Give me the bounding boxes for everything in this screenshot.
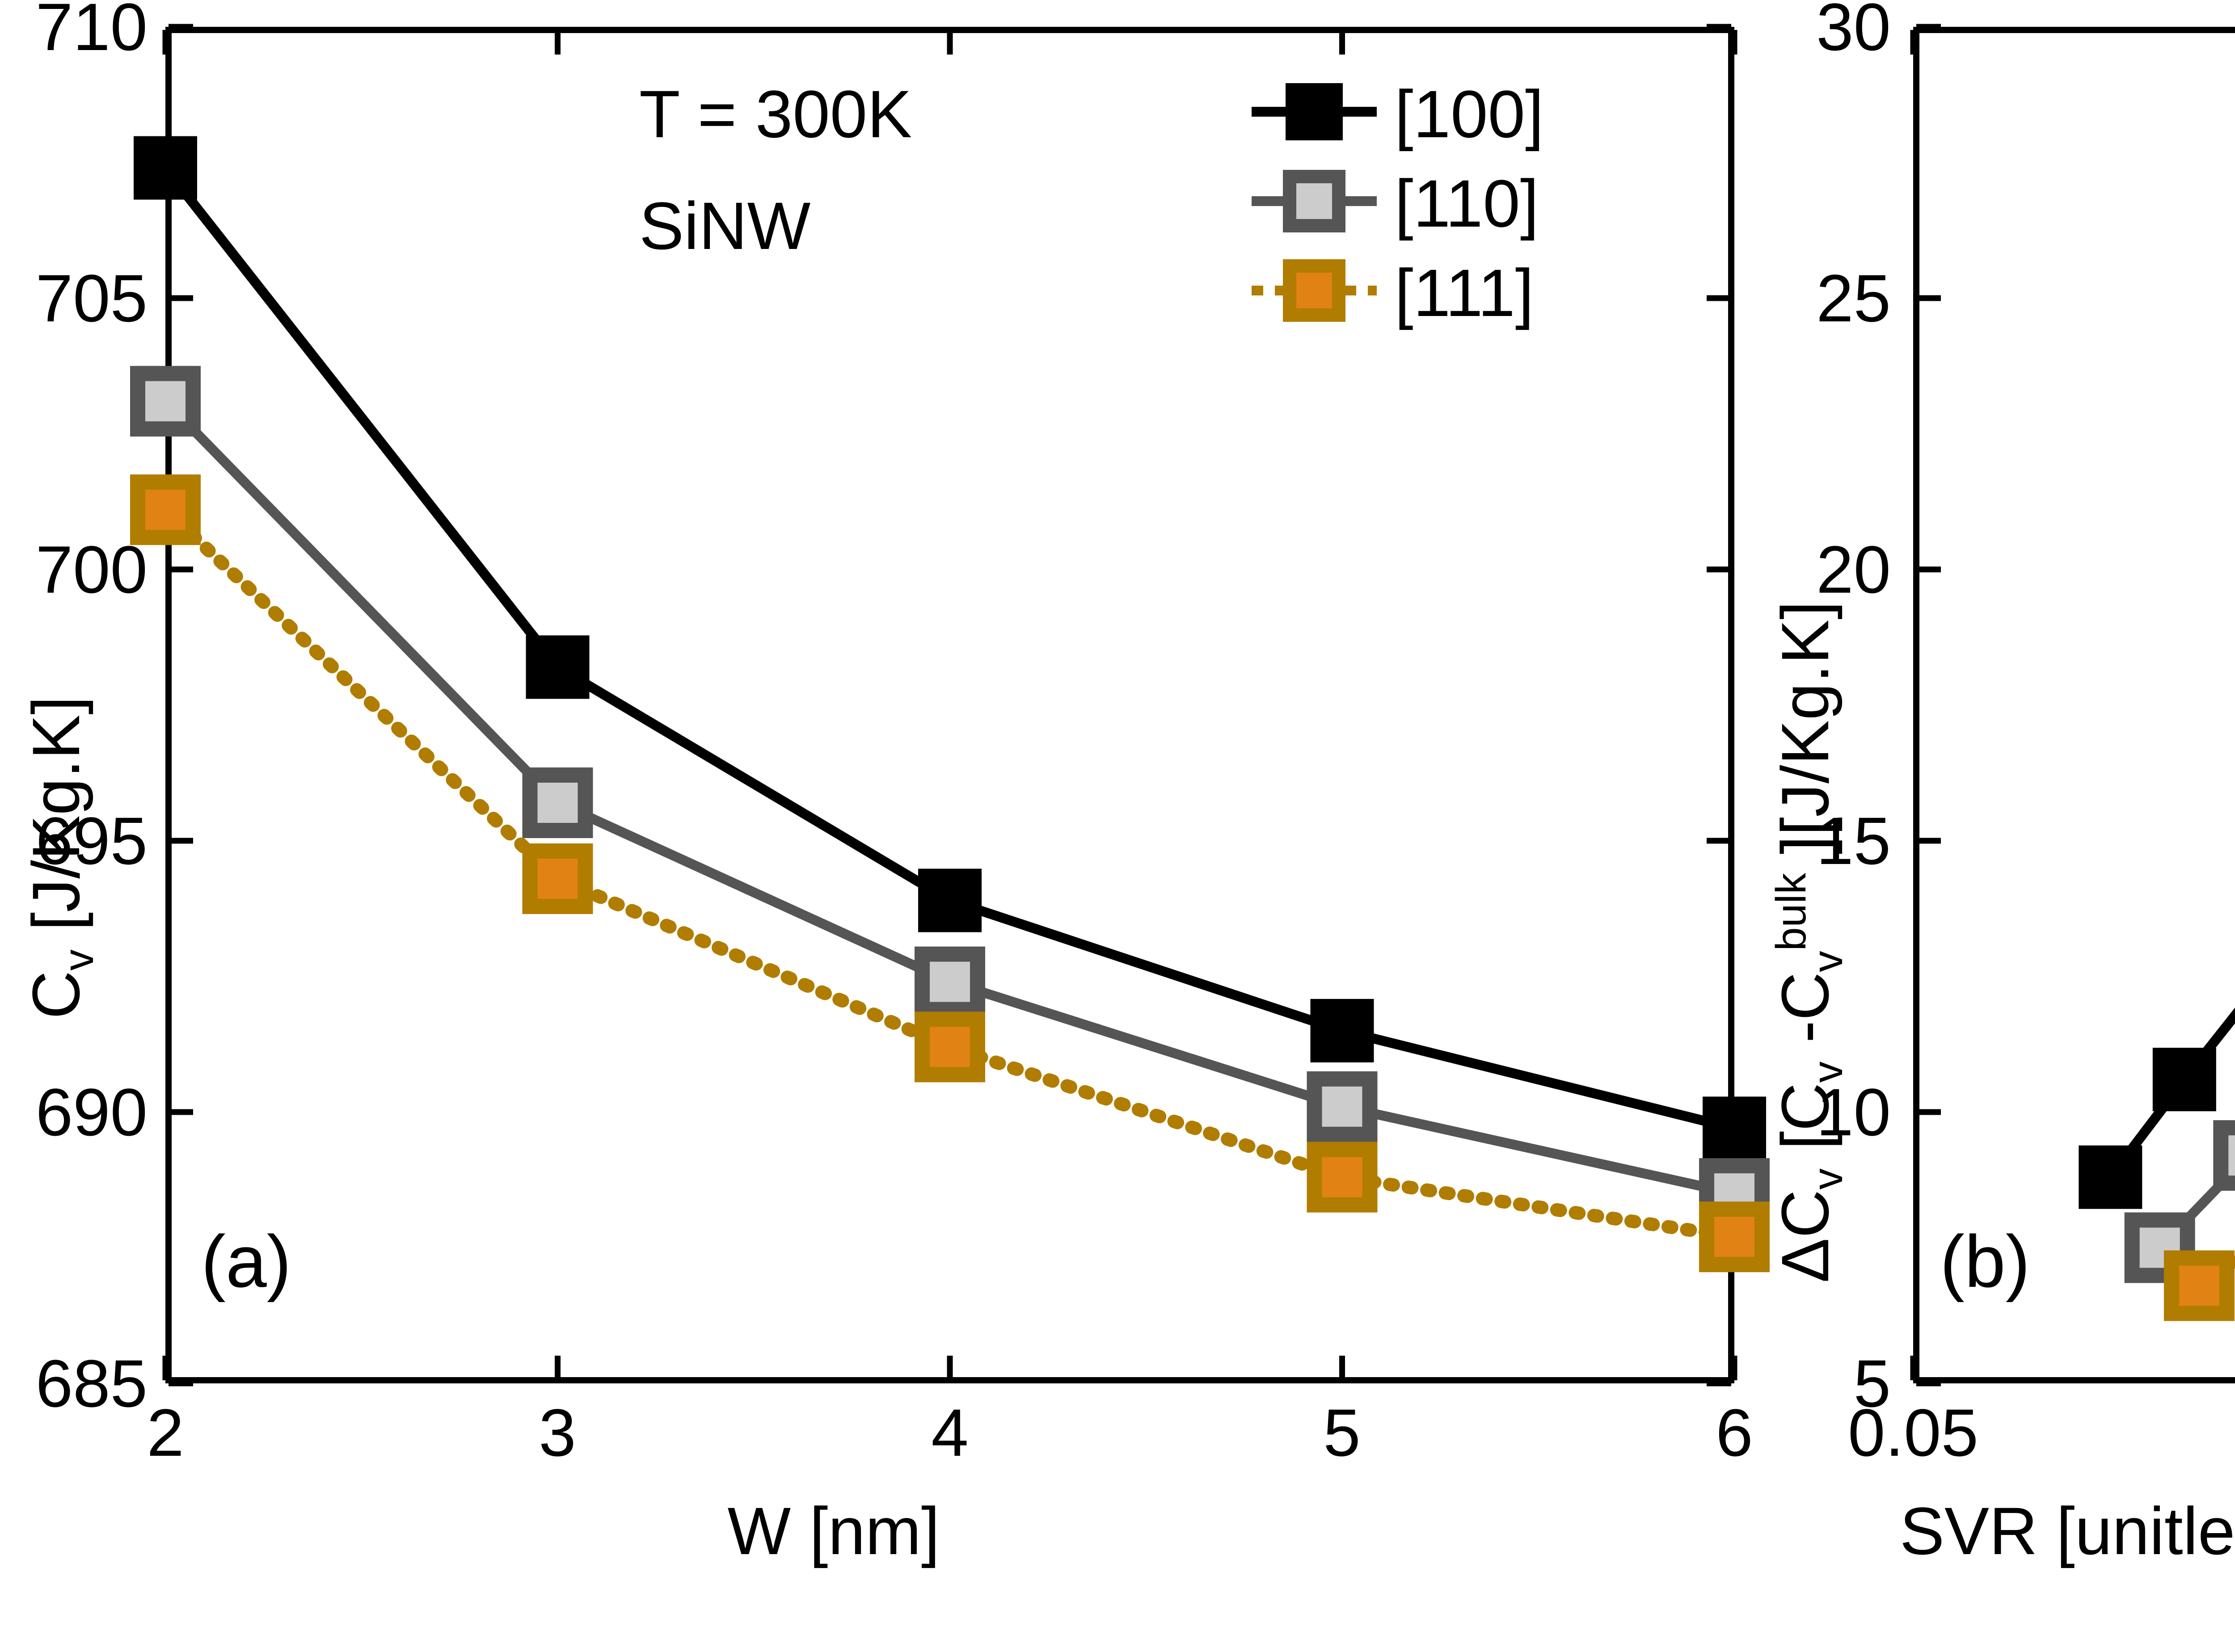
ytick-label-b-15: 15 xyxy=(1816,803,1891,878)
xaxis-label-b: SVR [unitless]dec.W xyxy=(1900,1497,2235,1564)
yaxis-label-b-d: ΔC xyxy=(1767,1189,1843,1283)
xtick-label-a-3: 3 xyxy=(539,1395,576,1470)
legend-label-100: [100] xyxy=(1395,76,1544,152)
yaxis-label-a-c: C xyxy=(18,970,93,1019)
ytick-label-b-5: 5 xyxy=(1853,1346,1891,1421)
yaxis-label-b: ΔCv [Cv -Cvbulk ][J/Kg.K] xyxy=(1767,601,1851,1283)
plot-svg-b xyxy=(1910,24,2235,1386)
ytick-label-b-20: 20 xyxy=(1816,532,1891,607)
ytick-label-b-25: 25 xyxy=(1816,261,1891,336)
ytick-label-a-690: 690 xyxy=(35,1075,148,1150)
legend-label-110: [110] xyxy=(1395,166,1539,241)
yaxis-label-b-end: ][J/Kg.K] xyxy=(1767,601,1843,873)
yaxis-label-b-sup: bulk xyxy=(1767,873,1815,951)
plot-area-a xyxy=(165,27,1734,1383)
legend-swatch-110 xyxy=(1252,170,1377,232)
xtick-label-b-005: 0.05 xyxy=(1848,1395,1978,1470)
yaxis-label-b-sub1: v xyxy=(1804,1168,1851,1190)
yaxis-label-b-sub2: v xyxy=(1804,1061,1851,1083)
yaxis-label-a-units: [J/Kg.K] xyxy=(18,696,93,950)
yaxis-label-a: Cv [J/Kg.K] xyxy=(18,696,102,1019)
annotation-temperature: T = 300K xyxy=(639,76,912,152)
xtick-label-a-6: 6 xyxy=(1716,1395,1753,1470)
xaxis-label-b-text: SVR [unitless]dec.W xyxy=(1900,1493,2235,1568)
xaxis-label-a: W [nm] xyxy=(728,1497,940,1564)
legend-label-111: [111] xyxy=(1395,255,1534,330)
xtick-label-a-5: 5 xyxy=(1323,1395,1361,1470)
panel-a: 710 705 700 695 690 685 2 3 4 5 6 W [nm]… xyxy=(18,0,1770,1564)
yaxis-label-a-sub: v xyxy=(55,949,102,971)
xtick-label-a-4: 4 xyxy=(931,1395,969,1470)
annotation-material: SiNW xyxy=(639,188,811,263)
ytick-label-a-705: 705 xyxy=(35,261,148,336)
ytick-label-a-700: 700 xyxy=(35,532,148,607)
xaxis-label-a-text: W [nm] xyxy=(727,1493,940,1568)
legend-swatch-100 xyxy=(1252,83,1377,140)
ytick-label-b-10: 10 xyxy=(1816,1075,1891,1150)
ytick-label-a-695: 695 xyxy=(35,803,148,878)
plot-area-b xyxy=(1913,27,2235,1383)
xtick-label-a-2: 2 xyxy=(147,1395,184,1470)
yaxis-label-b-mid: [C xyxy=(1767,1083,1843,1168)
plot-svg-a xyxy=(130,24,1770,1386)
yaxis-label-b-sub3: v xyxy=(1804,951,1851,972)
legend-swatch-111 xyxy=(1252,259,1377,322)
panel-tag-b: (b) xyxy=(1940,1220,2030,1302)
ytick-label-b-30: 30 xyxy=(1816,0,1891,64)
ytick-label-a-710: 710 xyxy=(35,0,148,64)
ytick-label-a-685: 685 xyxy=(35,1346,148,1421)
panel-b: 30 25 20 15 10 5 0.05 0.15 0.25 0.35 SVR… xyxy=(1743,0,2235,1652)
yaxis-label-b-minus: -C xyxy=(1767,972,1843,1062)
panel-tag-a: (a) xyxy=(201,1220,291,1302)
